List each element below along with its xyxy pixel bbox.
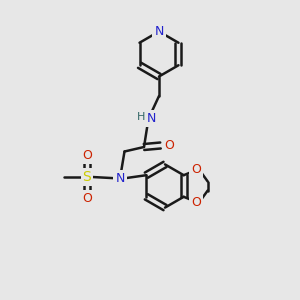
Text: H: H xyxy=(137,112,145,122)
Text: O: O xyxy=(165,139,174,152)
Text: O: O xyxy=(82,149,92,162)
Text: O: O xyxy=(191,196,201,209)
Text: O: O xyxy=(82,192,92,205)
Text: S: S xyxy=(82,170,91,184)
Text: N: N xyxy=(147,112,156,125)
Text: O: O xyxy=(191,163,201,176)
Text: N: N xyxy=(154,25,164,38)
Text: N: N xyxy=(115,172,125,185)
